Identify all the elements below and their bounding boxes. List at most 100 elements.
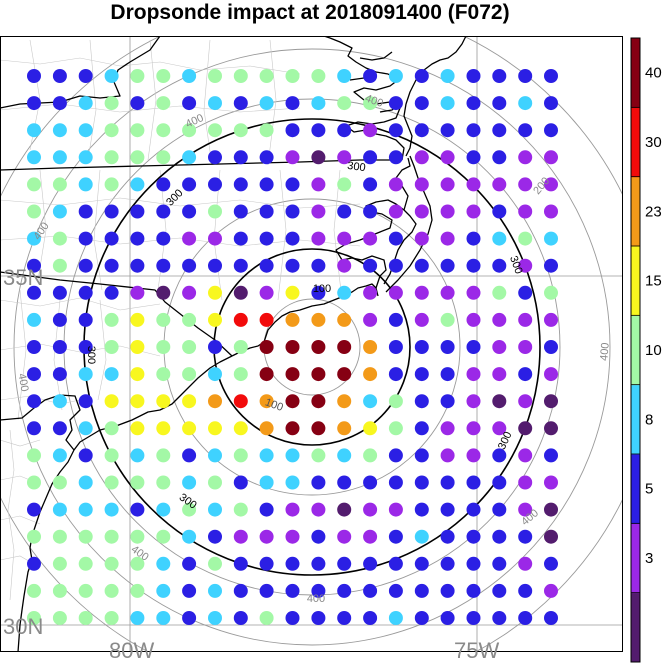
impact-dot: [104, 312, 119, 327]
county-lines-ga: [0, 429, 41, 601]
impact-dot: [388, 448, 403, 463]
impact-dot: [492, 611, 507, 625]
impact-dot: [182, 96, 197, 111]
impact-dot: [208, 340, 222, 354]
impact-dot: [285, 367, 300, 382]
impact-dot: [466, 583, 481, 598]
impact-dot: [104, 611, 119, 625]
impact-dot: [27, 231, 41, 246]
impact-dot: [52, 421, 67, 436]
impact-dot: [130, 69, 145, 83]
impact-dot: [544, 96, 558, 111]
impact-dot: [130, 177, 145, 192]
ring-label-300-left: 300: [85, 346, 97, 364]
impact-dot: [182, 448, 197, 463]
impact-dot: [492, 583, 507, 598]
impact-dot: [156, 502, 171, 517]
impact-dot: [104, 583, 119, 598]
impact-dot: [311, 583, 326, 598]
impact-dot: [311, 448, 326, 463]
impact-dot: [208, 231, 222, 246]
colorbar-segment: [631, 176, 640, 247]
impact-dot: [492, 502, 507, 517]
impact-dot: [440, 285, 455, 300]
impact-dot: [52, 367, 67, 382]
impact-dot: [52, 502, 67, 517]
impact-dot: [27, 69, 41, 83]
impact-dot: [544, 258, 558, 273]
impact-dot: [208, 177, 222, 192]
impact-dot: [518, 150, 533, 165]
impact-dot: [27, 611, 41, 625]
impact-dot: [363, 583, 378, 598]
impact-dot: [388, 611, 403, 625]
impact-dot: [337, 204, 352, 219]
impact-dot: [104, 421, 119, 436]
impact-dot: [337, 285, 352, 300]
colorbar-label: 40: [645, 65, 662, 82]
impact-dot: [285, 394, 300, 409]
impact-dot: [259, 231, 274, 246]
impact-dot: [518, 96, 533, 111]
impact-dot: [52, 150, 67, 165]
impact-dot: [233, 231, 248, 246]
impact-dot: [78, 312, 93, 327]
impact-dot: [311, 231, 326, 246]
impact-dot: [78, 421, 93, 436]
impact-dot: [78, 394, 93, 409]
impact-dot: [414, 502, 429, 517]
impact-dot: [156, 556, 171, 571]
impact-dot: [440, 421, 455, 436]
impact-dot: [27, 502, 41, 517]
impact-dot: [414, 421, 429, 436]
impact-dot: [208, 312, 222, 327]
impact-dot: [311, 421, 326, 436]
colorbar-segment: [631, 454, 640, 524]
colorbar-segment: [631, 107, 640, 178]
impact-dot: [414, 556, 429, 571]
impact-dot: [440, 340, 455, 354]
ring-label-100-bottom: 100: [263, 396, 284, 414]
impact-dot: [518, 258, 533, 273]
ring-label-400-far-left: 400: [15, 372, 30, 392]
impact-dot: [518, 69, 533, 83]
impact-dot: [492, 96, 507, 111]
impact-dot: [337, 69, 352, 83]
impact-dot: [544, 367, 558, 382]
impact-dot: [363, 312, 378, 327]
impact-dot: [182, 312, 197, 327]
impact-dot: [208, 150, 222, 165]
impact-dot: [311, 285, 326, 300]
impact-dot: [388, 177, 403, 192]
impact-dot: [52, 258, 67, 273]
impact-dot: [388, 556, 403, 571]
impact-dot: [27, 312, 41, 327]
impact-dot: [208, 69, 222, 83]
impact-dot: [388, 312, 403, 327]
impact-dot: [285, 285, 300, 300]
impact-dot: [492, 258, 507, 273]
impact-dot: [208, 475, 222, 490]
impact-dot: [466, 69, 481, 83]
impact-dot: [388, 394, 403, 409]
impact-dot: [544, 556, 558, 571]
impact-dot: [414, 340, 429, 354]
impact-dot: [285, 583, 300, 598]
impact-dot: [233, 123, 248, 138]
impact-dot: [156, 96, 171, 111]
impact-dot: [337, 611, 352, 625]
impact-dot: [78, 556, 93, 571]
impact-dot: [466, 475, 481, 490]
impact-dot: [27, 475, 41, 490]
impact-dot: [130, 421, 145, 436]
impact-dot: [233, 394, 248, 409]
impact-dot: [27, 96, 41, 111]
impact-dot: [182, 177, 197, 192]
impact-dot: [518, 340, 533, 354]
impact-dot: [440, 475, 455, 490]
impact-dot: [337, 96, 352, 111]
impact-dot: [518, 394, 533, 409]
impact-dot: [388, 502, 403, 517]
impact-dot: [52, 556, 67, 571]
